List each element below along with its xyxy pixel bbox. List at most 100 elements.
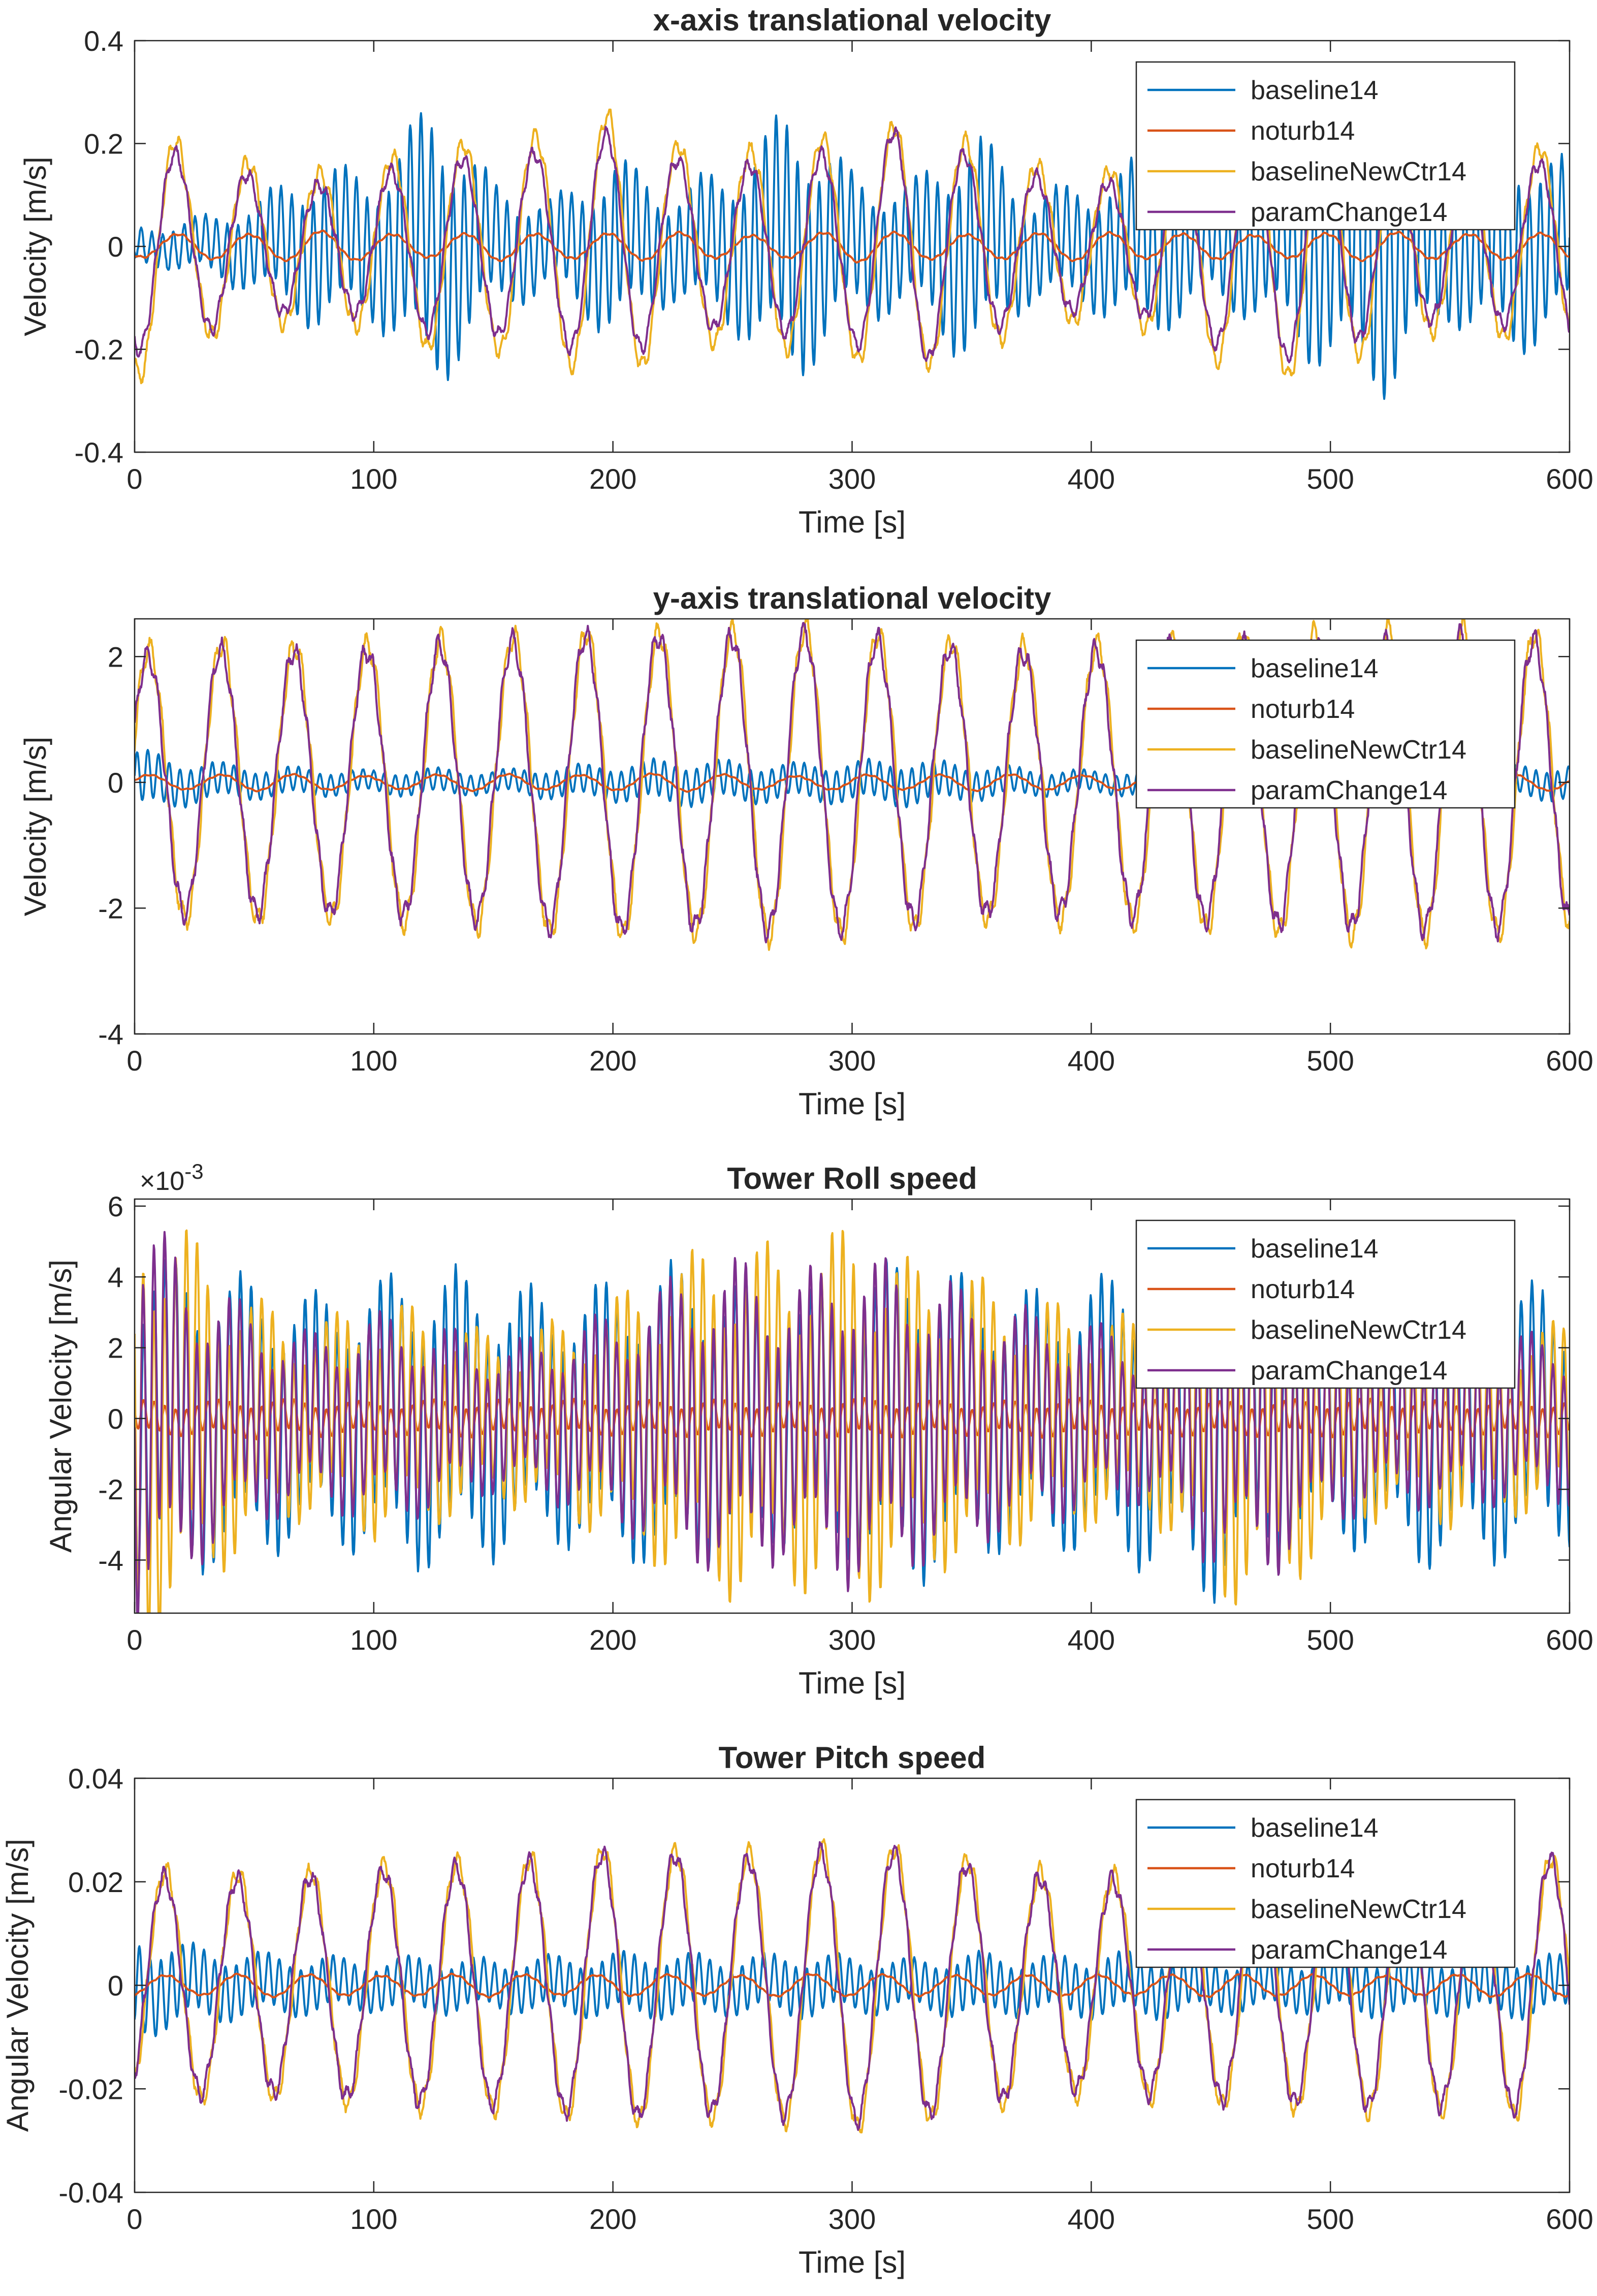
legend-item-noturb14: noturb14 — [1147, 1275, 1355, 1304]
y-tick-label: 0.02 — [68, 1866, 123, 1898]
legend-item-paramChange14: paramChange14 — [1147, 776, 1447, 805]
y-tick-label: 0.4 — [84, 25, 123, 57]
legend-item-paramChange14: paramChange14 — [1147, 1935, 1447, 1965]
x-tick-label: 400 — [1068, 1624, 1115, 1656]
legend: baseline14 noturb14 baselineNewCtr14 paramC… — [1135, 1219, 1516, 1389]
y-tick-label: -0.04 — [58, 2177, 123, 2209]
x-tick-label: 200 — [589, 463, 636, 495]
legend-item-noturb14: noturb14 — [1147, 695, 1355, 724]
legend-label: baselineNewCtr14 — [1251, 735, 1466, 765]
y-tick-label: -2 — [98, 892, 123, 924]
x-tick-label: 100 — [350, 463, 397, 495]
legend-label: baselineNewCtr14 — [1251, 1315, 1466, 1345]
y-tick-label: 0 — [108, 1970, 123, 2002]
chart-title: y-axis translational velocity — [653, 581, 1051, 615]
y-axis-label: Velocity [m/s] — [18, 737, 52, 916]
legend-label: paramChange14 — [1251, 1935, 1447, 1965]
legend-label: paramChange14 — [1251, 198, 1447, 227]
panel-y-velocity: 0 100 200 300 400 500 600 -4 -2 0 2 y-axis translat… — [18, 581, 1593, 1121]
x-tick-label: 0 — [126, 463, 142, 495]
chart-title: Tower Pitch speed — [719, 1741, 986, 1775]
x-tick-label: 400 — [1068, 2203, 1115, 2235]
legend: baseline14 noturb14 baselineNewCtr14 paramC… — [1135, 639, 1516, 809]
legend-label: baseline14 — [1251, 1813, 1379, 1843]
panel-tower-pitch: 0 100 200 300 400 500 600 -0.04 -0.02 0 0.02 0.04 To… — [1, 1741, 1593, 2279]
y-tick-label: 0.04 — [68, 1763, 123, 1795]
legend-label: paramChange14 — [1251, 1356, 1447, 1386]
x-tick-label: 100 — [350, 1624, 397, 1656]
series-line-baseline14 — [135, 1941, 1570, 2037]
legend-item-noturb14: noturb14 — [1147, 1854, 1355, 1883]
y-tick-label: 6 — [108, 1190, 123, 1222]
series-line-baseline14 — [135, 105, 1570, 400]
x-tick-label: 500 — [1306, 463, 1354, 495]
y-axis-label: Velocity [m/s] — [18, 156, 52, 336]
y-tick-label: 0.2 — [84, 128, 123, 160]
x-tick-label: 100 — [350, 2203, 397, 2235]
y-tick-label: -0.4 — [75, 436, 124, 468]
legend-label: baseline14 — [1251, 654, 1379, 683]
legend-item-baseline14: baseline14 — [1147, 1234, 1379, 1264]
legend-item-baselineNewCtr14: baselineNewCtr14 — [1147, 735, 1466, 765]
y-tick-label: -0.02 — [58, 2073, 123, 2105]
x-tick-label: 500 — [1306, 1045, 1354, 1077]
legend-label: noturb14 — [1251, 116, 1355, 146]
y-tick-label: 2 — [108, 1332, 123, 1364]
legend-label: noturb14 — [1251, 1275, 1355, 1304]
series-line-paramChange14 — [135, 1231, 1570, 1613]
y-tick-label: 0 — [108, 767, 123, 799]
y-tick-label: -0.2 — [75, 334, 124, 366]
legend-box — [1135, 61, 1516, 231]
chart-title: x-axis translational velocity — [653, 3, 1051, 37]
legend-item-baseline14: baseline14 — [1147, 1813, 1379, 1843]
y-exponent-power: -3 — [184, 1159, 203, 1183]
x-tick-label: 200 — [589, 1624, 636, 1656]
x-tick-label: 600 — [1546, 463, 1593, 495]
legend-item-paramChange14: paramChange14 — [1147, 1356, 1447, 1386]
legend-item-baselineNewCtr14: baselineNewCtr14 — [1147, 1895, 1466, 1924]
legend-item-paramChange14: paramChange14 — [1147, 198, 1447, 227]
panel-tower-roll: 0 100 200 300 400 500 600 -4 -2 0 2 4 6 ×10-3 Tower Ro… — [44, 1159, 1593, 1700]
x-tick-label: 600 — [1546, 1045, 1593, 1077]
legend-item-baseline14: baseline14 — [1147, 654, 1379, 683]
legend-label: baselineNewCtr14 — [1251, 1895, 1466, 1924]
chart-title: Tower Roll speed — [727, 1161, 977, 1196]
x-tick-label: 600 — [1546, 2203, 1593, 2235]
x-tick-label: 300 — [828, 2203, 876, 2235]
legend-label: noturb14 — [1251, 1854, 1355, 1883]
legend-label: noturb14 — [1251, 695, 1355, 724]
series-lines — [135, 1224, 1570, 1613]
x-tick-label: 300 — [828, 1624, 876, 1656]
x-tick-label: 200 — [589, 2203, 636, 2235]
y-tick-label: -4 — [98, 1018, 123, 1050]
y-axis-label: Angular Velocity [m/s] — [1, 1839, 35, 2132]
legend-label: paramChange14 — [1251, 776, 1447, 805]
legend: baseline14 noturb14 baselineNewCtr14 paramC… — [1135, 61, 1516, 231]
y-exponent-label: ×10-3 — [140, 1159, 204, 1196]
y-tick-label: -2 — [98, 1473, 123, 1505]
legend-item-baseline14: baseline14 — [1147, 76, 1379, 105]
legend-item-noturb14: noturb14 — [1147, 116, 1355, 146]
series-line-noturb14 — [135, 1972, 1570, 1999]
x-tick-label: 400 — [1068, 463, 1115, 495]
x-axis-label: Time [s] — [798, 505, 906, 539]
y-tick-label: 2 — [108, 641, 123, 673]
x-axis-label: Time [s] — [798, 2245, 906, 2279]
x-tick-label: 100 — [350, 1045, 397, 1077]
y-axis-label: Angular Velocity [m/s] — [44, 1260, 78, 1553]
x-tick-label: 0 — [126, 1624, 142, 1656]
y-tick-label: 4 — [108, 1261, 123, 1293]
x-tick-label: 0 — [126, 2203, 142, 2235]
x-axis-label: Time [s] — [798, 1666, 906, 1700]
panel-x-velocity: 0 100 200 300 400 500 600 -0.4 -0.2 0 0.2 0.4 x-axis… — [18, 3, 1593, 539]
legend-label: baseline14 — [1251, 1234, 1379, 1264]
x-tick-label: 200 — [589, 1045, 636, 1077]
y-tick-label: -4 — [98, 1545, 123, 1577]
legend-label: baselineNewCtr14 — [1251, 157, 1466, 186]
y-tick-label: 0 — [108, 231, 123, 263]
x-tick-label: 500 — [1306, 2203, 1354, 2235]
x-tick-label: 400 — [1068, 1045, 1115, 1077]
x-tick-label: 300 — [828, 463, 876, 495]
legend-item-baselineNewCtr14: baselineNewCtr14 — [1147, 1315, 1466, 1345]
